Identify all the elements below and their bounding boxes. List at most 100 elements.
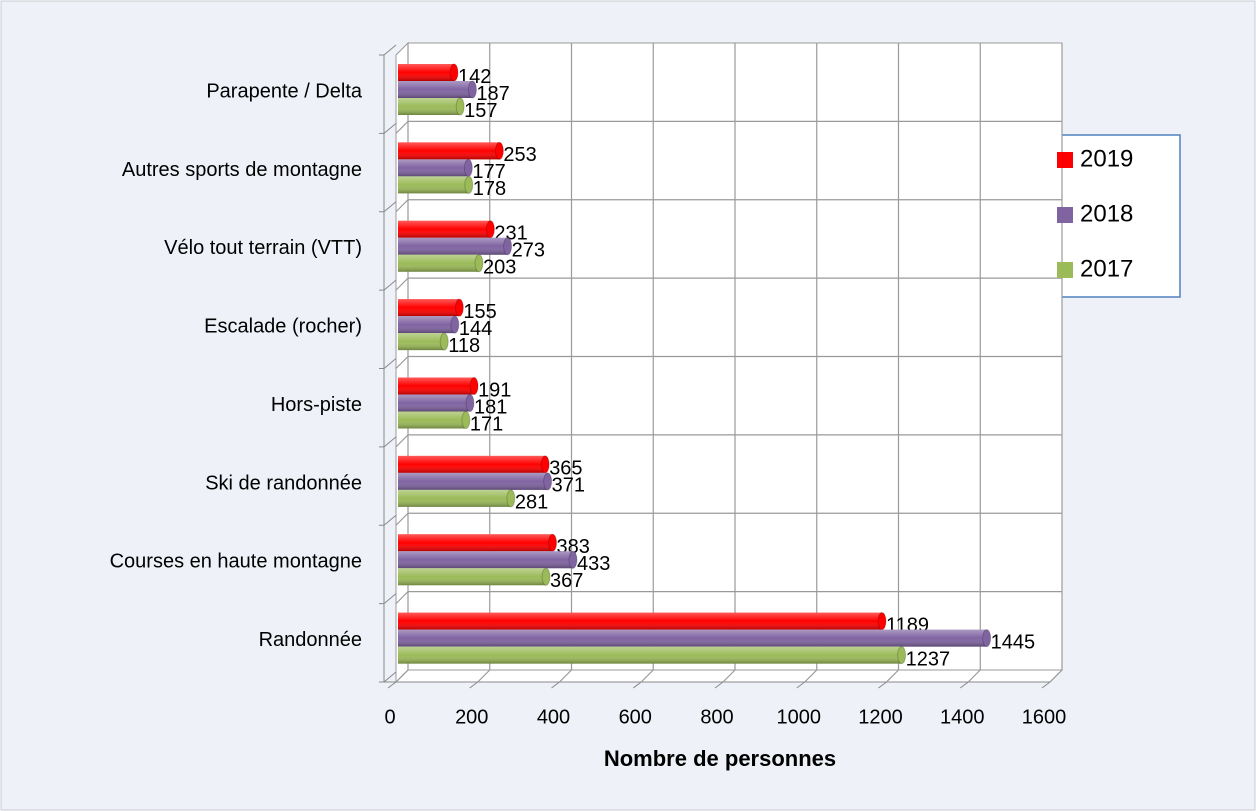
bar-cap	[540, 455, 550, 474]
bar-cap	[454, 298, 464, 317]
y-tick	[383, 122, 397, 134]
grid-line	[886, 669, 899, 683]
category-label: Randonnée	[259, 629, 362, 651]
data-label: 273	[512, 240, 545, 262]
bar-cap	[461, 411, 471, 429]
x-tick-label: 400	[537, 706, 570, 728]
data-label: 253	[503, 144, 536, 166]
data-label: 365	[549, 458, 582, 480]
data-label: 203	[483, 257, 516, 279]
grid-line	[804, 669, 818, 683]
legend-label: 2019	[1080, 145, 1133, 172]
bar-shade	[398, 489, 511, 507]
data-label: 118	[448, 335, 480, 357]
category-label: Escalade (rocher)	[204, 316, 362, 338]
grid-line	[640, 669, 654, 683]
bar-shade	[398, 612, 883, 630]
bar-shade	[398, 299, 460, 317]
y-tick	[383, 593, 397, 605]
x-tick-label: 0	[384, 706, 395, 728]
bar-cap	[463, 158, 473, 177]
bar-shade	[398, 568, 547, 586]
data-label: 155	[463, 301, 496, 323]
data-label: 371	[552, 475, 585, 497]
bar-cap	[469, 377, 479, 395]
bar-cap	[439, 332, 449, 351]
bar-shade	[398, 629, 987, 647]
bar-shade	[398, 534, 553, 552]
x-tick	[714, 681, 724, 689]
bar-shade	[398, 220, 491, 238]
bar-cap	[485, 220, 495, 239]
data-label: 433	[577, 553, 610, 575]
data-label: 191	[478, 379, 511, 401]
bar-shade	[398, 237, 508, 255]
category-label: Courses en haute montagne	[110, 551, 362, 573]
category-grid-line	[395, 591, 409, 605]
bar-shade	[398, 176, 469, 194]
bar-cap	[474, 254, 484, 273]
category-label: Ski de randonnée	[205, 472, 362, 494]
x-tick	[796, 681, 806, 689]
y-tick	[383, 436, 397, 448]
bar-shade	[398, 64, 455, 81]
y-tick	[383, 44, 397, 56]
legend-swatch	[1057, 207, 1073, 223]
bar-cap	[982, 629, 992, 648]
x-tick	[387, 681, 397, 689]
bar-cap	[548, 533, 558, 552]
data-label: 144	[459, 318, 492, 340]
data-label: 1445	[991, 631, 1036, 653]
bar-cap	[897, 646, 907, 665]
bar-shade	[398, 472, 548, 490]
x-tick	[469, 681, 479, 689]
legend-swatch	[1057, 262, 1073, 278]
data-label: 187	[476, 83, 509, 105]
y-tick	[383, 671, 397, 683]
legend-label: 2018	[1080, 200, 1133, 227]
bar-shade	[398, 455, 546, 473]
category-label: Autres sports de montagne	[122, 159, 362, 181]
bar-shade	[398, 254, 479, 272]
bar-cap	[543, 472, 553, 491]
bar-cap	[464, 175, 474, 194]
y-tick	[383, 279, 397, 291]
category-label: Hors-piste	[271, 394, 362, 416]
x-tick	[632, 681, 642, 689]
bar-shade	[398, 142, 500, 160]
y-tick	[383, 201, 397, 213]
bar-shade	[398, 551, 573, 569]
bar-cap	[465, 394, 475, 412]
data-label: 1237	[906, 648, 951, 670]
category-grid-line	[395, 120, 409, 134]
bar-cap	[506, 489, 516, 508]
data-label: 177	[472, 161, 505, 183]
x-tick-label: 200	[455, 706, 488, 728]
x-tick-label: 1200	[858, 706, 903, 728]
grid-line	[967, 669, 981, 683]
category-grid-line	[395, 512, 409, 526]
x-tick-label: 1000	[777, 706, 822, 728]
category-grid-line	[395, 356, 409, 369]
bar-cap	[494, 141, 504, 160]
category-grid-line	[395, 277, 409, 291]
grid-line	[559, 669, 572, 683]
grid-line	[722, 669, 736, 683]
data-label: 281	[515, 492, 548, 514]
data-label: 178	[473, 178, 506, 200]
bar-cap	[503, 237, 513, 256]
bar-shade	[398, 81, 473, 98]
bar-shade	[398, 98, 461, 115]
x-axis-title: Nombre de personnes	[604, 746, 836, 771]
category-label: Vélo tout terrain (VTT)	[164, 237, 362, 259]
category-grid-line	[395, 199, 409, 213]
x-tick-label: 800	[700, 706, 733, 728]
bar-cap	[541, 567, 551, 586]
bar-cap	[568, 550, 578, 569]
x-tick	[551, 681, 560, 689]
bar-shade	[398, 316, 455, 334]
bar-shade	[398, 333, 445, 351]
bar-cap	[467, 80, 477, 99]
x-tick-label: 1600	[1022, 706, 1067, 728]
